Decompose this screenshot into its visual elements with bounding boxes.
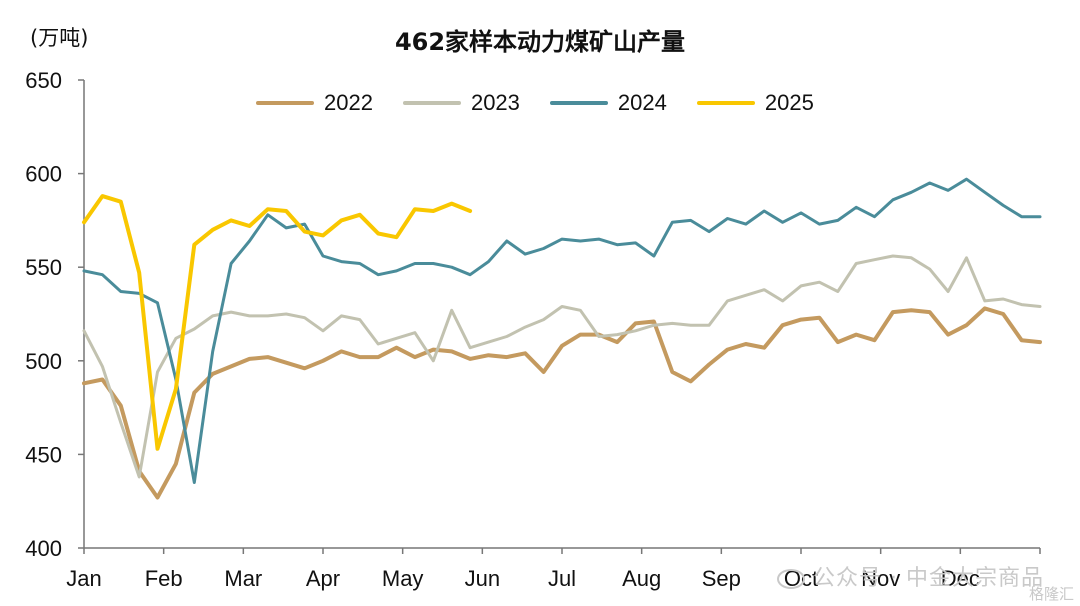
- x-tick-label: Sep: [702, 566, 741, 591]
- x-tick-label: Apr: [306, 566, 340, 591]
- legend-item-2024: 2024: [549, 90, 667, 116]
- x-tick-label: Jan: [66, 566, 101, 591]
- legend-label-2022: 2022: [324, 90, 373, 115]
- series-line-2022: [82, 306, 1042, 500]
- legend-item-2022: 2022: [256, 90, 373, 116]
- legend: 2022 2023 2024 2025: [256, 90, 814, 116]
- legend-item-2023: 2023: [402, 90, 520, 116]
- x-tick-label: Dec: [941, 566, 980, 591]
- series-lines: [82, 177, 1042, 500]
- series-line-2023: [82, 254, 1042, 479]
- x-tick-label: Mar: [224, 566, 262, 591]
- legend-swatch-2022: [256, 101, 314, 105]
- series-line-2024: [82, 177, 1042, 484]
- y-tick-label: 450: [25, 442, 62, 467]
- legend-swatch-2025: [696, 101, 755, 105]
- x-tick-label: Jul: [548, 566, 576, 591]
- y-tick-label: 500: [25, 349, 62, 374]
- wechat-icon: [777, 569, 806, 589]
- chart-title: 462家样本动力煤矿山产量: [394, 28, 686, 56]
- x-tick-label: Jun: [465, 566, 500, 591]
- axes: 400 450 500 550 600 650 Jan Feb Mar Apr May Jun Jul A…: [25, 68, 1041, 591]
- legend-item-2025: 2025: [696, 90, 814, 116]
- y-tick-label: 550: [25, 255, 62, 280]
- legend-swatch-2023: [402, 101, 461, 105]
- legend-label-2023: 2023: [470, 90, 520, 115]
- legend-label-2024: 2024: [617, 90, 667, 115]
- x-tick-label: Feb: [145, 566, 183, 591]
- x-tick-label: Aug: [622, 566, 661, 591]
- watermark: 公众号 · 中金大宗商品: [777, 560, 1044, 592]
- watermark-text: 公众号 · 中金大宗商品: [813, 566, 1044, 591]
- x-tick-label: May: [382, 566, 424, 591]
- y-unit-label: (万吨): [30, 26, 89, 50]
- x-tick-label: Nov: [861, 566, 900, 591]
- y-tick-label: 600: [25, 162, 62, 187]
- y-tick-label: 400: [25, 536, 62, 561]
- y-tick-label: 650: [25, 68, 62, 93]
- legend-label-2025: 2025: [764, 90, 814, 115]
- legend-swatch-2024: [549, 101, 608, 105]
- series-line-2025: [82, 194, 473, 451]
- watermark-logo: 格隆汇: [1028, 585, 1074, 603]
